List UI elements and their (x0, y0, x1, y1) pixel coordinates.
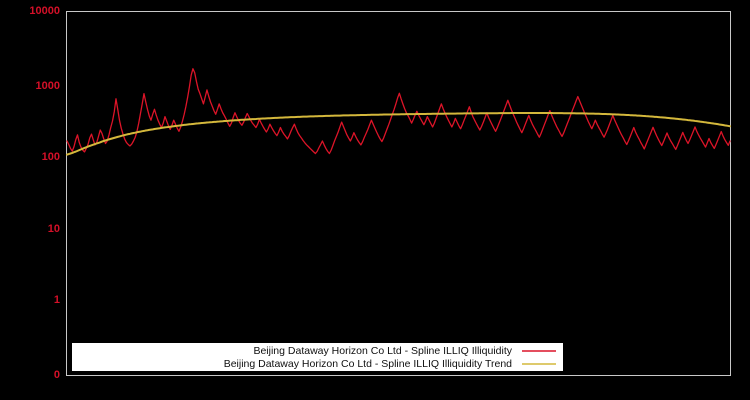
y-axis-tick-100: 100 (42, 151, 60, 163)
series-layer (66, 68, 731, 156)
y-axis-tick-1000: 1000 (36, 80, 60, 92)
y-axis-tick-1: 1 (54, 294, 60, 306)
illiquidity-trend-line (66, 112, 731, 156)
y-axis-tick-10000: 10000 (29, 5, 60, 17)
illiquidity-series-line (66, 68, 731, 155)
legend-label-0: Beijing Dataway Horizon Co Ltd - Spline … (253, 345, 512, 357)
plot-area-border (66, 11, 731, 376)
y-axis-tick-0: 0 (54, 369, 60, 381)
legend-label-1: Beijing Dataway Horizon Co Ltd - Spline … (224, 358, 512, 370)
legend-background (72, 343, 563, 371)
y-axis-tick-10: 10 (48, 223, 60, 235)
chart-legend: Beijing Dataway Horizon Co Ltd - Spline … (72, 343, 563, 371)
